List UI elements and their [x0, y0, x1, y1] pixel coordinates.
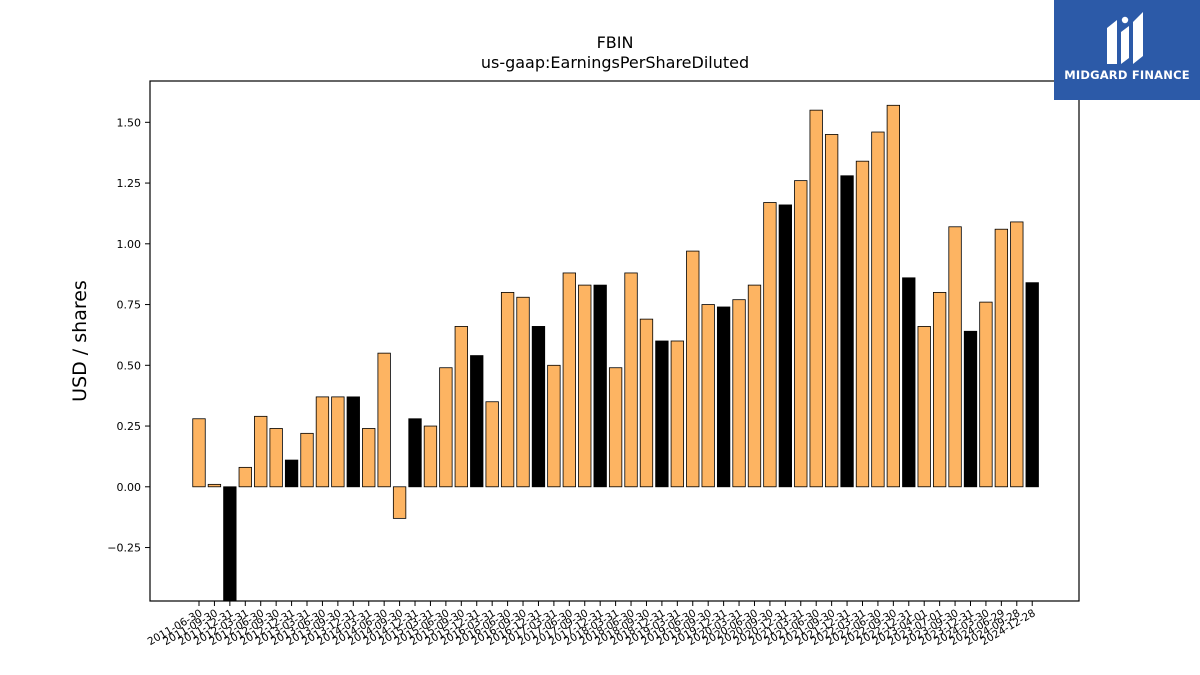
bar-2016-03-31 — [485, 401, 499, 488]
bar-2021-12-31 — [840, 175, 854, 488]
bar-2011-06-30 — [192, 418, 206, 488]
bar-2014-03-31 — [362, 428, 376, 488]
bar-2014-09-30 — [392, 486, 407, 519]
bar-2020-09-30 — [763, 202, 777, 488]
bar-2015-12-31 — [470, 355, 484, 488]
y-tick-label: 0.00 — [117, 481, 142, 494]
bar-2020-12-31 — [778, 204, 792, 488]
bar-2020-06-30 — [747, 284, 762, 488]
chart-subtitle: us-gaap:EarningsPerShareDiluted — [481, 53, 749, 72]
bar-2021-03-31 — [794, 180, 808, 488]
bar-2020-03-31 — [732, 299, 746, 488]
y-tick-label: 0.75 — [117, 299, 142, 312]
bar-2017-03-31 — [547, 364, 561, 488]
y-tick-label: 0.50 — [117, 359, 142, 372]
bar-2013-09-30 — [331, 396, 345, 488]
bar-2013-03-31 — [300, 432, 314, 488]
y-axis-label: USD / shares — [69, 280, 91, 402]
bar-2012-03-31 — [238, 466, 252, 488]
bar-2019-03-31 — [670, 340, 684, 488]
bar-2024-12-28 — [1025, 282, 1039, 488]
bar-2017-06-30 — [562, 272, 576, 488]
bar-2012-06-30 — [254, 415, 268, 488]
bar-2012-12-31 — [284, 459, 299, 488]
midgard-logo-icon — [1107, 12, 1143, 64]
bar-2018-09-30 — [639, 318, 654, 488]
bar-2023-12-31 — [963, 330, 978, 488]
bar-2015-09-30 — [454, 326, 468, 488]
bar-2018-03-31 — [608, 367, 623, 488]
bar-2017-12-31 — [593, 284, 607, 488]
chart-title: FBIN — [597, 33, 634, 52]
bar-2011-09-30 — [207, 483, 222, 488]
y-ticks-group: −0.25 0.00 0.25 0.50 0.75 1.00 1.25 1.50 — [107, 116, 150, 555]
bar-2024-03-30 — [979, 301, 993, 488]
bar-2022-09-30 — [886, 104, 900, 488]
bar-2018-06-30 — [624, 272, 638, 488]
bar-2016-09-30 — [516, 296, 530, 488]
bar-2024-06-29 — [994, 228, 1009, 488]
bar-2019-06-30 — [686, 250, 700, 488]
bar-2016-12-31 — [531, 326, 546, 488]
brand-logo: MIDGARD FINANCE — [1054, 0, 1200, 100]
bar-2022-06-30 — [871, 131, 885, 488]
brand-name: MIDGARD FINANCE — [1064, 68, 1190, 82]
bar-2021-06-30 — [809, 109, 823, 488]
bar-2015-03-31 — [423, 425, 438, 488]
bar-2014-06-30 — [377, 352, 391, 488]
bar-2024-09-28 — [1010, 221, 1024, 488]
bar-2013-06-30 — [315, 396, 330, 488]
plot-frame — [149, 80, 1080, 602]
y-tick-label: 1.00 — [117, 238, 142, 251]
bar-2023-04-01 — [917, 326, 931, 488]
bar-2022-12-31 — [902, 277, 916, 488]
bar-2012-09-30 — [269, 428, 283, 488]
bar-2019-09-30 — [701, 304, 715, 488]
bar-2023-09-30 — [948, 226, 962, 488]
y-tick-label: −0.25 — [107, 542, 141, 555]
bar-2018-12-31 — [655, 340, 669, 488]
bar-2013-12-31 — [346, 396, 360, 488]
bar-2017-09-30 — [578, 284, 592, 488]
bar-2016-06-30 — [500, 291, 515, 488]
bar-2011-12-31 — [223, 486, 237, 602]
bar-2019-12-31 — [716, 306, 731, 488]
x-ticks-group: 2011-06-302011-09-302011-12-312012-03-31… — [146, 601, 1038, 648]
bars-group — [192, 104, 1039, 602]
y-tick-label: 0.25 — [117, 420, 142, 433]
bar-2022-03-31 — [855, 160, 870, 488]
bar-2015-06-30 — [439, 367, 453, 488]
y-tick-label: 1.25 — [117, 177, 142, 190]
y-tick-label: 1.50 — [117, 116, 142, 129]
bar-2021-09-30 — [824, 134, 839, 488]
bar-2023-07-01 — [932, 291, 947, 488]
bar-2014-12-31 — [408, 418, 422, 488]
